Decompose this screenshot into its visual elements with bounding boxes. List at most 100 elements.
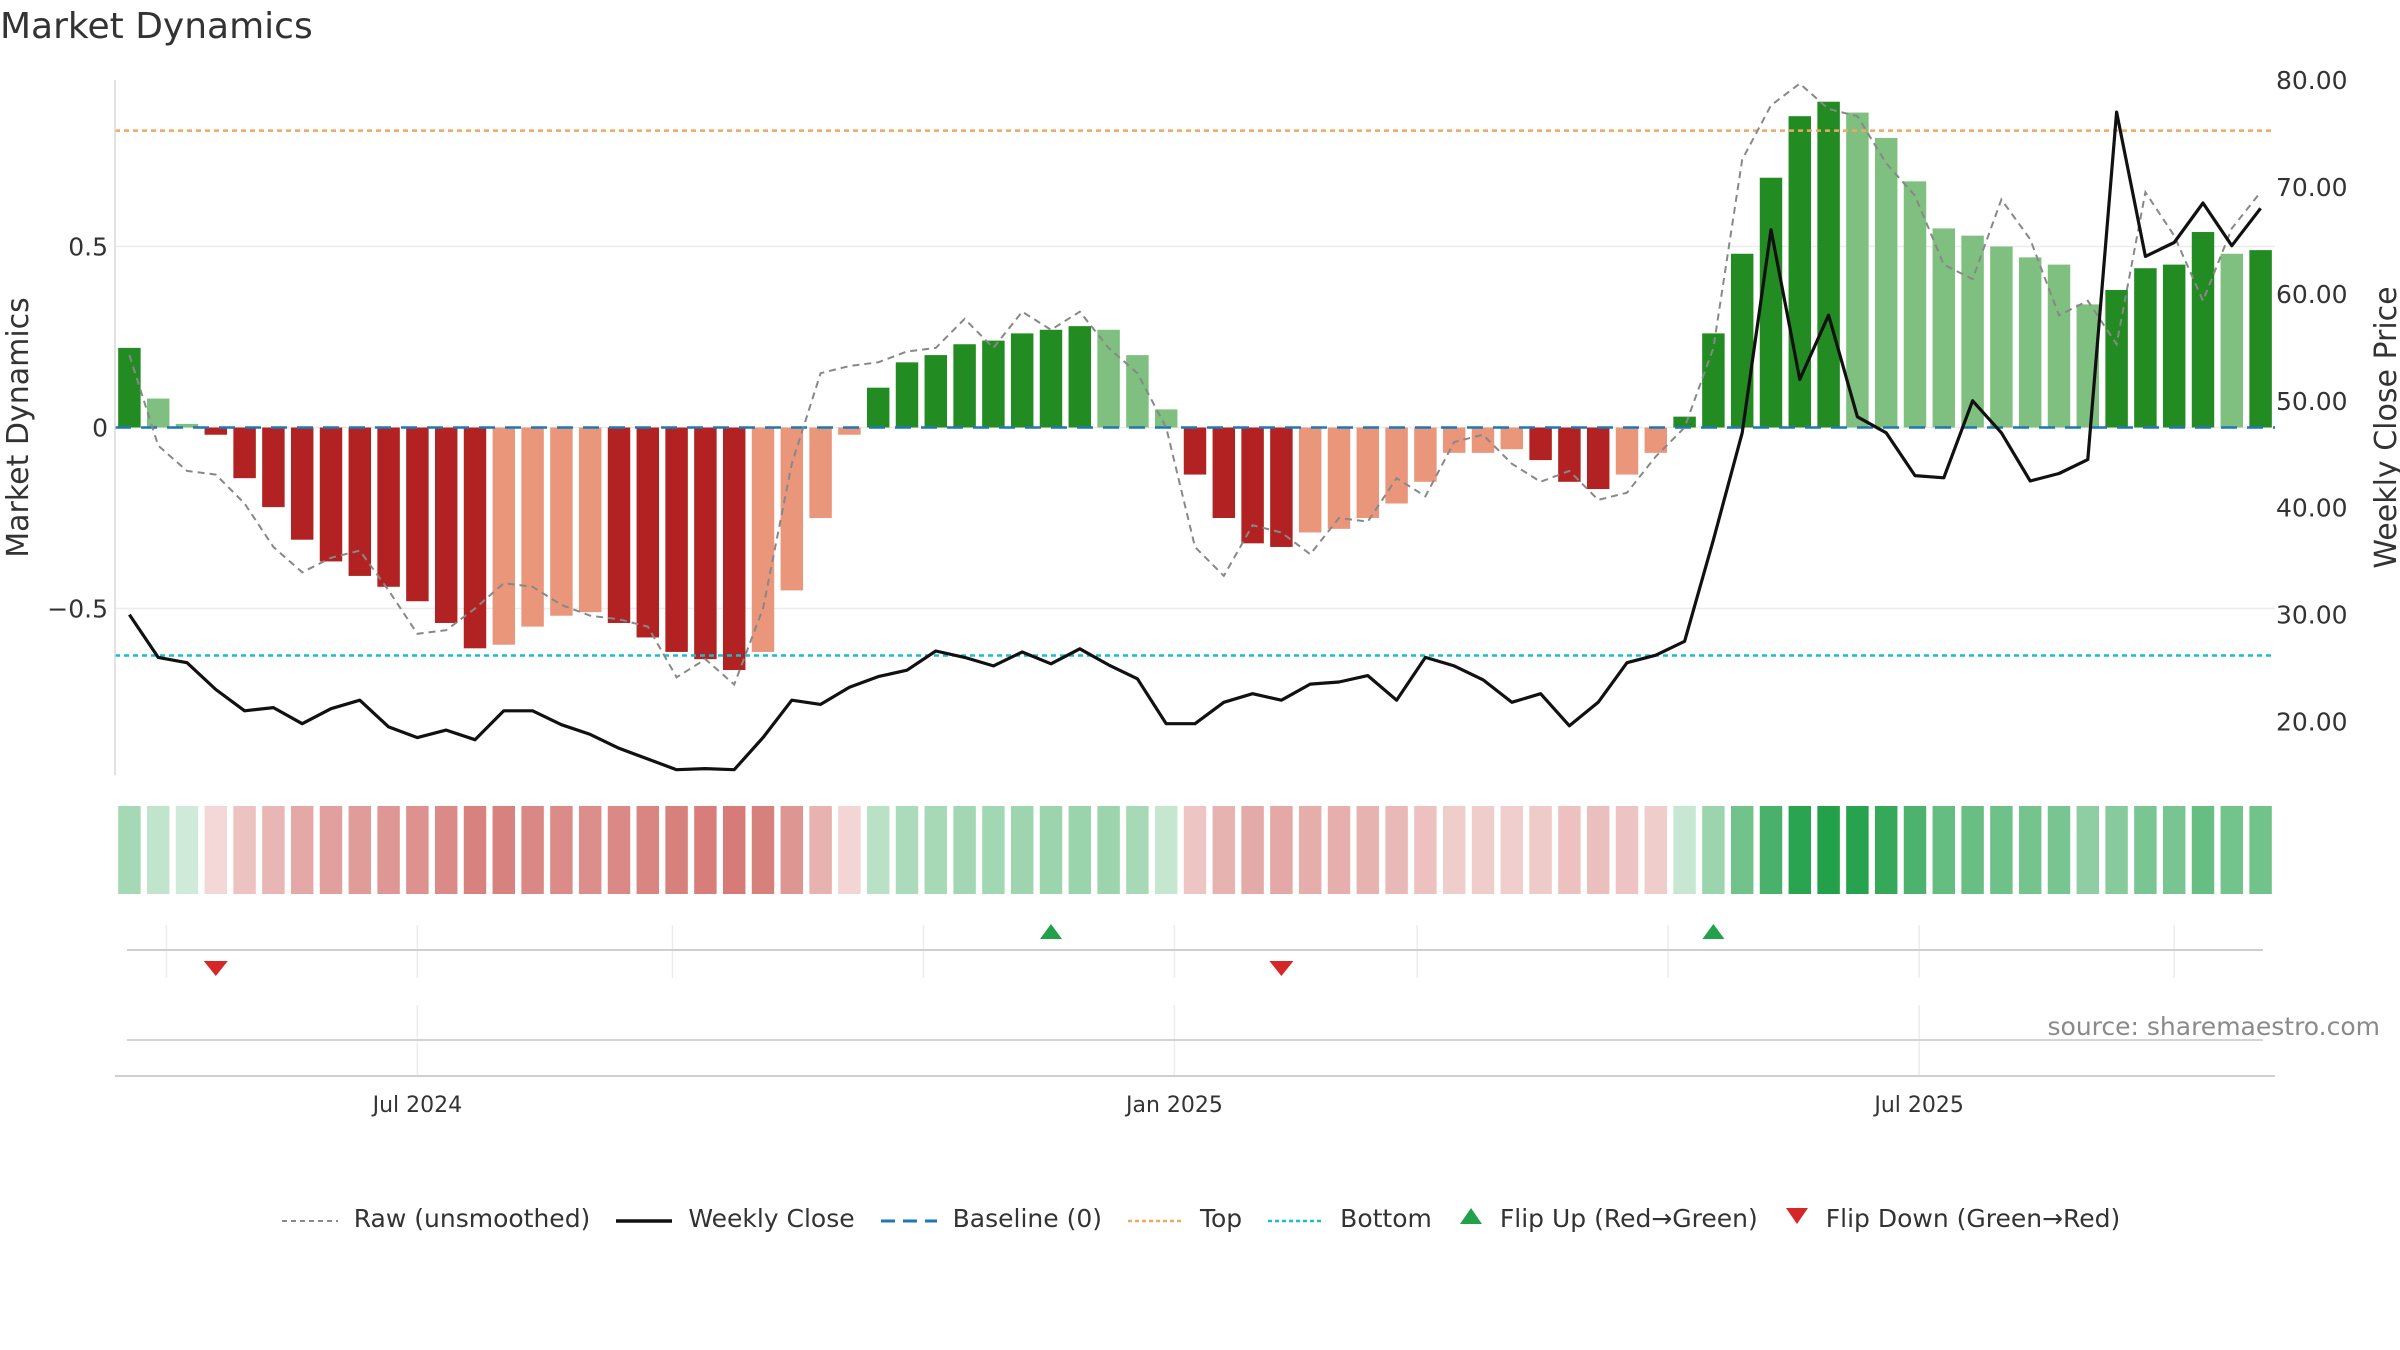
dynamics-bar <box>434 427 458 623</box>
heat-strip-cell <box>1529 806 1552 894</box>
flip-up-marker <box>1702 924 1725 939</box>
dynamics-bar <box>1990 246 2013 428</box>
heat-strip-cell <box>2076 806 2100 894</box>
legend-symbol-dotted-orange-icon <box>1126 1204 1186 1233</box>
dynamics-bar <box>636 427 660 638</box>
dynamics-bar <box>1039 329 1063 428</box>
heat-strip-cell <box>1270 806 1293 894</box>
dynamics-bar <box>2047 264 2071 428</box>
heat-strip-cell <box>2220 806 2244 894</box>
heat-strip-cell <box>377 806 400 894</box>
heat-strip-cell <box>1932 806 1956 894</box>
heat-strip-cell <box>1039 806 1063 894</box>
legend-label: Raw (unsmoothed) <box>353 1204 591 1233</box>
heat-strip-cell <box>607 806 631 894</box>
dynamics-bar <box>1471 427 1495 453</box>
legend-label: Weekly Close <box>688 1204 855 1233</box>
legend-symbol-triangle-up-green-icon <box>1456 1204 1486 1233</box>
dynamics-bar <box>895 362 919 428</box>
left-tick-label: 0.5 <box>68 233 108 262</box>
heat-strip-cell <box>1788 806 1812 894</box>
heat-strip-cell <box>118 806 141 894</box>
dynamics-bar <box>2220 253 2244 428</box>
legend-label: Flip Up (Red→Green) <box>1499 1204 1758 1233</box>
heat-strip-cell <box>1068 806 1092 894</box>
heat-strip-cell <box>2191 806 2215 894</box>
heat-strip-cell <box>780 806 804 894</box>
dynamics-bar <box>809 427 832 518</box>
heat-strip-cell <box>2018 806 2042 894</box>
legend-label: Top <box>1199 1204 1243 1233</box>
dynamics-bar <box>492 427 516 645</box>
heat-strip-cell <box>1183 806 1207 894</box>
heat-strip-cell <box>348 806 372 894</box>
heat-strip-cell <box>2249 806 2272 894</box>
heat-strip-cell <box>146 806 170 894</box>
legend-symbol-dotted-cyan-icon <box>1266 1204 1326 1233</box>
heat-strip-cell <box>2162 806 2186 894</box>
dynamics-bar <box>2249 250 2272 428</box>
right-tick-label: 70.00 <box>2276 173 2348 202</box>
heat-strip-cell <box>953 806 976 894</box>
heat-strip-cell <box>1442 806 1466 894</box>
dynamics-bar <box>1961 235 1984 428</box>
dynamics-bar <box>463 427 487 649</box>
heat-strip-cell <box>290 806 314 894</box>
chart-title: Market Dynamics <box>0 6 313 47</box>
flip-up-marker <box>1040 924 1062 939</box>
raw-line <box>128 82 2262 687</box>
dynamics-bar <box>2134 268 2157 428</box>
heat-strip-cell <box>550 806 573 894</box>
legend-item: Baseline (0) <box>879 1204 1102 1233</box>
heat-strip-cell <box>406 806 429 894</box>
right-tick-label: 80.00 <box>2276 66 2348 95</box>
heat-strip-cell <box>1010 806 1034 894</box>
left-tick-label: −0.5 <box>47 594 108 623</box>
heat-strip-cell <box>751 806 775 894</box>
dynamics-bar <box>1558 427 1581 482</box>
heat-strip-cell <box>665 806 688 894</box>
series-lines <box>128 82 2262 772</box>
heat-strip-cell <box>233 806 256 894</box>
heat-strip <box>118 806 2272 894</box>
dynamics-bar <box>578 427 602 613</box>
heat-strip-cell <box>1097 806 1120 894</box>
legend-symbol-solid-black-icon <box>614 1204 674 1233</box>
dynamics-bar <box>1154 409 1178 428</box>
dynamics-bar <box>1327 427 1351 529</box>
dynamics-bar <box>1500 427 1524 450</box>
heat-strip-cell <box>1817 806 1840 894</box>
dynamics-bar <box>146 398 170 428</box>
dynamics-bar <box>521 427 544 627</box>
heat-strip-cell <box>982 806 1005 894</box>
dynamics-bar <box>607 427 631 623</box>
heat-strip-cell <box>838 806 861 894</box>
x-tick-label: Jul 2025 <box>1872 1093 1964 1118</box>
heat-strip-cell <box>1414 806 1437 894</box>
dynamics-bar <box>1615 427 1639 475</box>
heat-strip-cell <box>1673 806 1696 894</box>
dynamics-bar <box>1068 326 1092 428</box>
dynamics-bars <box>118 101 2272 671</box>
axes: 0.5 0 −0.5 80.00 70.00 60.00 50.00 40.00 30.00 20… <box>1 66 2400 775</box>
heat-strip-cell <box>1759 806 1783 894</box>
x-tick-label: Jul 2024 <box>371 1093 463 1118</box>
heat-strip-cell <box>1241 806 1264 894</box>
dynamics-bar <box>1673 416 1696 428</box>
dynamics-bar <box>1270 427 1293 547</box>
heat-strip-cell <box>521 806 544 894</box>
dynamics-bar <box>1241 427 1264 544</box>
dynamics-bar <box>319 427 343 562</box>
heat-strip-cell <box>1558 806 1581 894</box>
dynamics-bar <box>924 355 948 428</box>
heat-strip-cell <box>1846 806 1869 894</box>
dynamics-bar <box>406 427 429 602</box>
dynamics-bar <box>118 347 141 428</box>
legend-item: Flip Up (Red→Green) <box>1456 1204 1758 1233</box>
dynamics-bar <box>1010 333 1034 428</box>
heat-strip-cell <box>175 806 199 894</box>
legend-label: Bottom <box>1340 1204 1432 1233</box>
heat-strip-cell <box>1385 806 1408 894</box>
right-tick-label: 50.00 <box>2276 387 2348 416</box>
